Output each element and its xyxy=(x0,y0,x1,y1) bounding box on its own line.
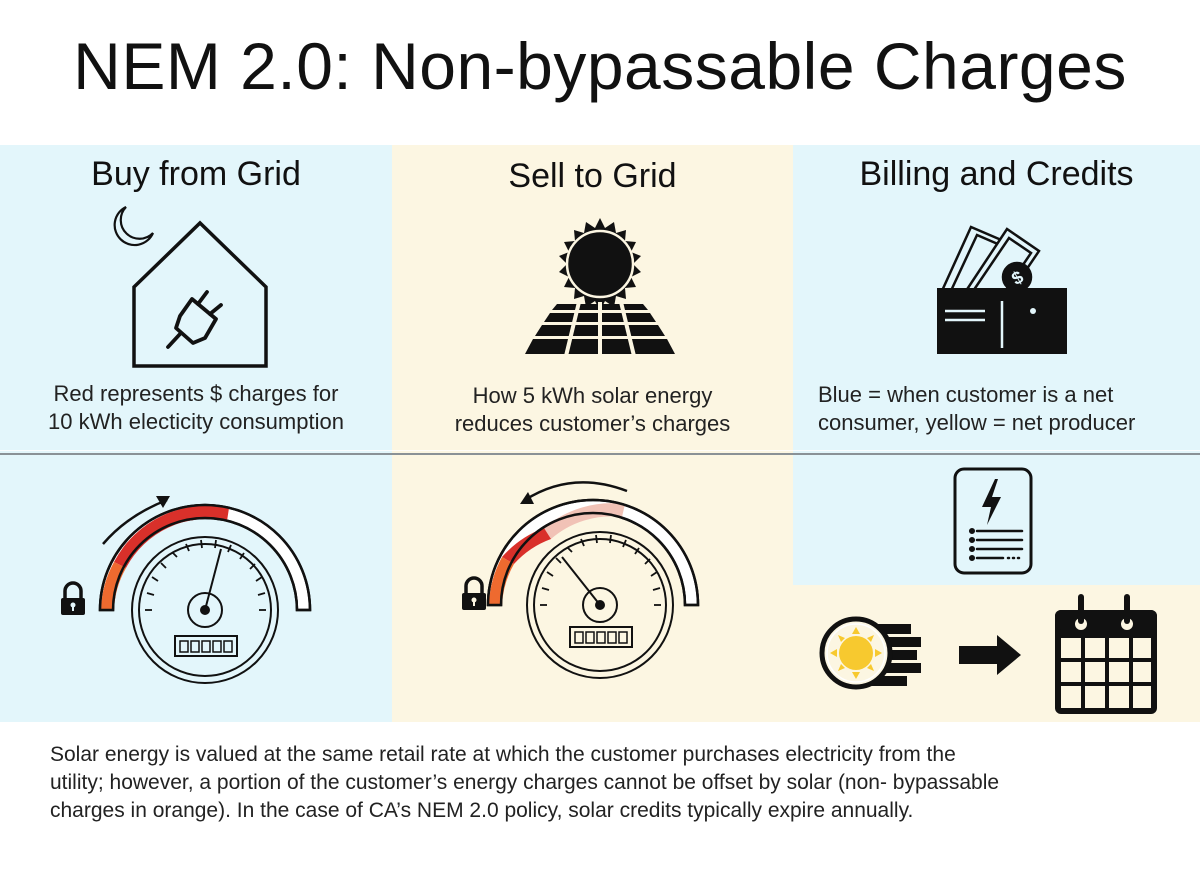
sun-icon xyxy=(559,218,641,311)
solar-panel-icon xyxy=(525,301,675,357)
solar-credit-coins-icon xyxy=(819,616,921,690)
arrow-clockwise-icon xyxy=(102,496,170,545)
page-title: NEM 2.0: Non-bypassable Charges xyxy=(73,29,1127,103)
house-plug-moon-icon xyxy=(113,206,268,368)
section-divider xyxy=(0,453,1200,455)
description-buy-from-grid: Red represents $ charges for 10 kWh elec… xyxy=(0,380,392,436)
arrow-right-icon xyxy=(959,635,1021,675)
house-icon xyxy=(132,220,268,368)
charge-arc-red xyxy=(502,528,551,564)
description-line: Blue = when customer is a net xyxy=(818,382,1114,407)
meter-sell-to-grid xyxy=(462,481,700,679)
description-billing-credits: Blue = when customer is a net consumer, … xyxy=(793,381,1200,437)
description-line: 10 kWh electicity consumption xyxy=(48,409,344,434)
description-line: How 5 kWh solar energy xyxy=(472,383,713,408)
wallet-money-icon: $ xyxy=(937,225,1067,354)
heading-sell-to-grid: Sell to Grid xyxy=(508,157,677,195)
electric-meter-icon xyxy=(526,531,674,679)
arrow-counterclockwise-icon xyxy=(520,481,628,504)
moon-icon xyxy=(113,206,155,247)
meter-buy-from-grid xyxy=(61,496,312,684)
electric-meter-icon xyxy=(131,536,279,684)
buy-from-grid-panel xyxy=(0,145,392,722)
description-sell-to-grid: How 5 kWh solar energy reduces customer’… xyxy=(392,382,793,438)
footer-line: charges in orange). In the case of CA’s … xyxy=(50,799,914,822)
sun-icon xyxy=(830,627,882,679)
heading-billing-credits: Billing and Credits xyxy=(859,155,1134,193)
offset-arc-pink xyxy=(544,503,625,539)
description-line: reduces customer’s charges xyxy=(454,411,731,436)
description-line: consumer, yellow = net producer xyxy=(818,410,1136,435)
lock-icon xyxy=(462,576,486,610)
plug-icon xyxy=(166,290,223,349)
description-line: Red represents $ charges for xyxy=(53,381,339,406)
footer-explanation: Solar energy is valued at the same retai… xyxy=(50,741,1160,825)
calendar-icon xyxy=(1055,594,1157,714)
lightning-bolt-icon xyxy=(982,479,1001,525)
electric-bill-icon xyxy=(953,467,1033,575)
heading-buy-from-grid: Buy from Grid xyxy=(91,155,301,193)
billing-credits-panel xyxy=(793,145,1200,585)
sun-solar-panel-icon xyxy=(525,218,675,357)
wallet-icon xyxy=(937,288,1067,354)
footer-line: Solar energy is valued at the same retai… xyxy=(50,743,956,766)
footer-line: utility; however, a portion of the custo… xyxy=(50,771,1000,794)
lock-icon xyxy=(61,581,85,615)
divider-highlight xyxy=(0,450,1200,451)
